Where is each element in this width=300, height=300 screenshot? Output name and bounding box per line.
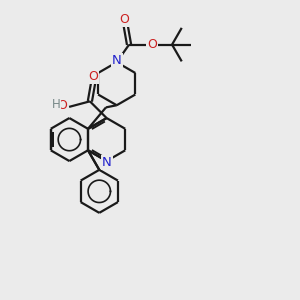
Text: O: O (58, 100, 68, 112)
Text: O: O (147, 38, 157, 50)
Text: N: N (102, 156, 112, 169)
Text: O: O (119, 13, 129, 26)
Text: O: O (88, 70, 98, 83)
Text: H: H (52, 98, 60, 111)
Text: N: N (112, 54, 122, 67)
